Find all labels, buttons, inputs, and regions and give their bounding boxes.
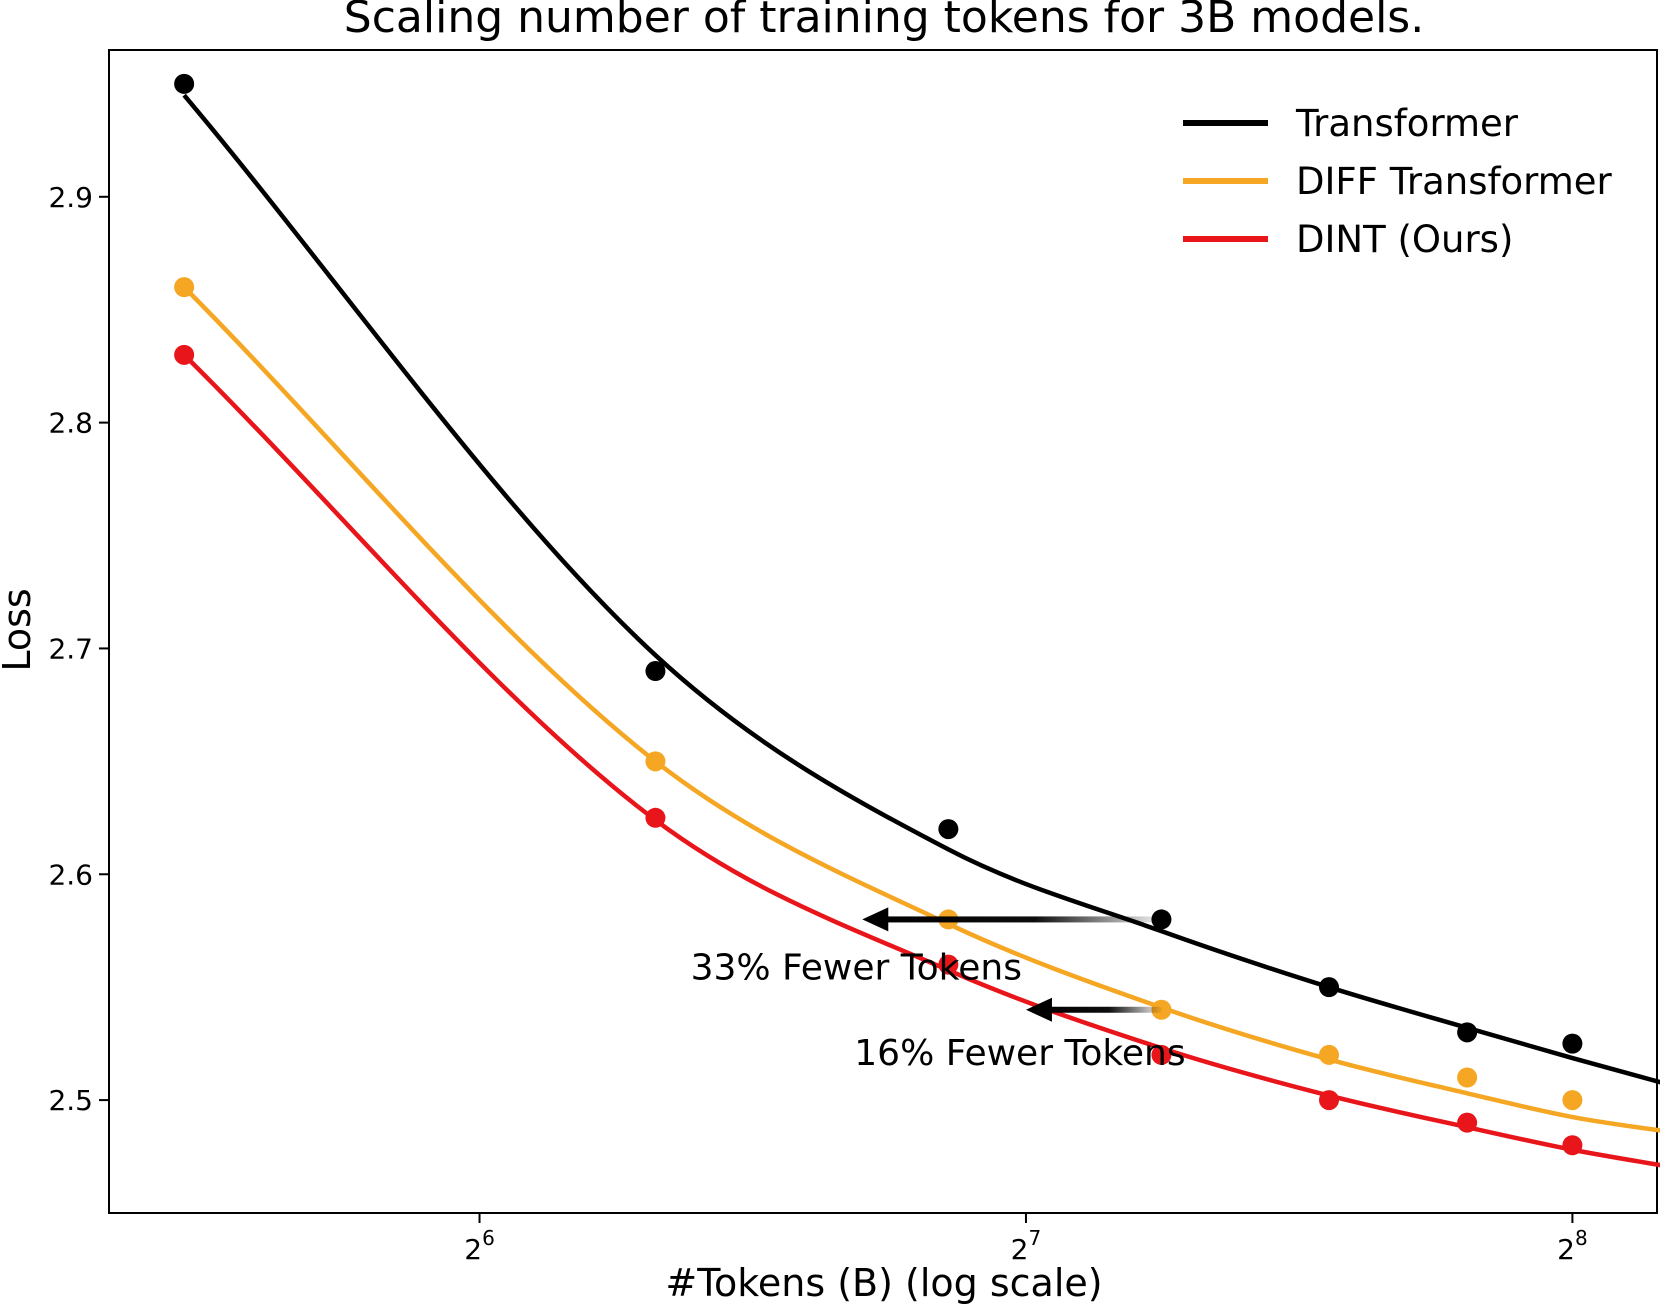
x-axis-label: #Tokens (B) (log scale) <box>665 1261 1102 1304</box>
y-tick-label: 2.6 <box>48 858 93 891</box>
annotation-arrow-shaft <box>880 916 1162 923</box>
point-series-0 <box>1562 1033 1583 1054</box>
legend: Transformer DIFF Transformer DINT (Ours) <box>1183 102 1613 261</box>
annotation-arrows: 33% Fewer Tokens 16% Fewer Tokens <box>691 907 1186 1074</box>
legend-label: Transformer <box>1295 102 1519 145</box>
curve-series-2 <box>182 353 1660 1168</box>
x-axis-ticks: 26 27 28 <box>464 1213 1588 1266</box>
x-tick-label: 27 <box>1011 1226 1042 1266</box>
y-tick-label: 2.5 <box>48 1084 93 1117</box>
point-series-2 <box>174 344 195 365</box>
point-series-1 <box>645 751 666 772</box>
chart-title: Scaling number of training tokens for 3B… <box>344 0 1424 43</box>
fit-curves <box>182 93 1660 1168</box>
curve-series-0 <box>182 93 1660 1085</box>
x-tick-label: 28 <box>1557 1226 1588 1266</box>
y-tick-label: 2.9 <box>48 181 93 214</box>
point-series-1 <box>1457 1067 1478 1088</box>
point-series-2 <box>1151 1044 1172 1065</box>
point-series-1 <box>174 277 195 298</box>
legend-label: DINT (Ours) <box>1296 218 1513 261</box>
point-series-2 <box>1319 1090 1340 1111</box>
point-series-2 <box>1457 1112 1478 1133</box>
x-tick-label: 26 <box>464 1226 495 1266</box>
y-axis-label: Loss <box>0 588 39 671</box>
point-series-1 <box>1319 1044 1340 1065</box>
point-series-0 <box>645 661 666 682</box>
y-tick-label: 2.7 <box>48 632 93 665</box>
data-points <box>174 73 1583 1156</box>
annotation-label: 16% Fewer Tokens <box>854 1033 1185 1074</box>
curve-series-1 <box>182 285 1660 1133</box>
point-series-2 <box>1562 1135 1583 1156</box>
point-series-0 <box>938 819 959 840</box>
annotation-arrow-shaft <box>1043 1006 1162 1013</box>
point-series-0 <box>174 73 195 94</box>
annotation-arrow-head <box>862 907 889 932</box>
y-axis-ticks: 2.5 2.6 2.7 2.8 2.9 <box>48 181 109 1117</box>
y-tick-label: 2.8 <box>48 407 93 440</box>
point-series-0 <box>1319 977 1340 998</box>
annotation-label: 33% Fewer Tokens <box>691 947 1022 988</box>
legend-label: DIFF Transformer <box>1296 160 1613 203</box>
point-series-2 <box>645 807 666 828</box>
plot-frame <box>108 49 1658 1214</box>
point-series-0 <box>1457 1022 1478 1043</box>
point-series-1 <box>1562 1090 1583 1111</box>
point-series-2 <box>938 954 959 975</box>
annotation-arrow-head <box>1025 997 1052 1022</box>
